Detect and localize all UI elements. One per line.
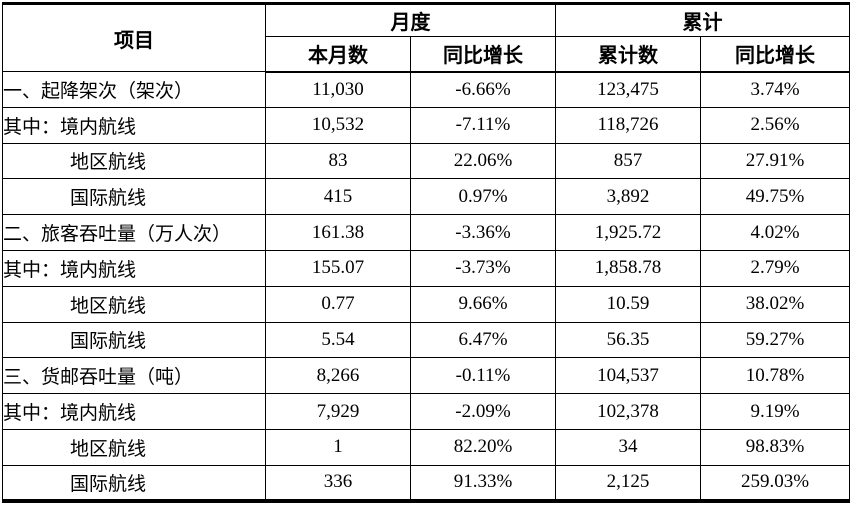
month-value-cell: 10,532 [265, 106, 411, 144]
table-row: 其中：境内航线 155.07 -3.73% 1,858.78 2.79% [2, 249, 850, 287]
month-value-cell: 8,266 [265, 357, 411, 395]
month-value-cell: 1 [265, 428, 411, 466]
cumulative-value-cell: 2,125 [555, 464, 701, 502]
cumulative-yoy-cell: 98.83% [700, 428, 850, 466]
table-row: 其中：境内航线 10,532 -7.11% 118,726 2.56% [2, 106, 850, 144]
table-row: 二、旅客吞吐量（万人次） 161.38 -3.36% 1,925.72 4.02… [2, 214, 850, 251]
monthly-yoy-cell: 0.97% [410, 178, 556, 216]
cumulative-yoy-cell: 27.91% [700, 142, 850, 180]
month-value-cell: 155.07 [265, 249, 411, 287]
row-label: 二、旅客吞吐量（万人次） [2, 214, 266, 251]
table-row: 地区航线 0.77 9.66% 10.59 38.02% [2, 285, 850, 323]
month-value-cell: 5.54 [265, 321, 411, 359]
row-label: 其中：境内航线 [2, 249, 266, 287]
header-cumulative-group: 累计 [555, 3, 850, 37]
cumulative-yoy-cell: 9.19% [700, 393, 850, 430]
month-value-cell: 161.38 [265, 214, 411, 251]
cumulative-value-cell: 56.35 [555, 321, 701, 359]
header-monthly-group: 月度 [265, 3, 556, 37]
row-label: 其中：境内航线 [2, 393, 266, 430]
monthly-yoy-cell: 22.06% [410, 142, 556, 180]
monthly-yoy-cell: -0.11% [410, 357, 556, 395]
cumulative-value-cell: 1,925.72 [555, 214, 701, 251]
cumulative-value-cell: 118,726 [555, 106, 701, 144]
table-row: 国际航线 336 91.33% 2,125 259.03% [2, 464, 850, 502]
monthly-yoy-cell: 82.20% [410, 428, 556, 466]
header-month-value: 本月数 [265, 36, 411, 73]
table-row: 地区航线 83 22.06% 857 27.91% [2, 142, 850, 180]
cumulative-value-cell: 3,892 [555, 178, 701, 216]
cumulative-yoy-cell: 4.02% [700, 214, 850, 251]
cumulative-value-cell: 1,858.78 [555, 249, 701, 287]
month-value-cell: 415 [265, 178, 411, 216]
table-row: 其中：境内航线 7,929 -2.09% 102,378 9.19% [2, 393, 850, 430]
row-label: 国际航线 [2, 464, 266, 502]
month-value-cell: 11,030 [265, 71, 411, 108]
table-row: 国际航线 415 0.97% 3,892 49.75% [2, 178, 850, 216]
monthly-yoy-cell: -7.11% [410, 106, 556, 144]
monthly-yoy-cell: -6.66% [410, 71, 556, 108]
airport-statistics-table: 项目 月度 累计 本月数 同比增长 累计数 同比增长 一、起降架次（架次） 11… [2, 2, 850, 504]
row-label: 一、起降架次（架次） [2, 71, 266, 108]
month-value-cell: 0.77 [265, 285, 411, 323]
table-body: 一、起降架次（架次） 11,030 -6.66% 123,475 3.74% 其… [2, 71, 850, 502]
header-cumulative-value: 累计数 [555, 36, 701, 73]
monthly-yoy-cell: -3.36% [410, 214, 556, 251]
monthly-yoy-cell: 91.33% [410, 464, 556, 502]
row-label: 三、货邮吞吐量（吨） [2, 357, 266, 395]
table-row: 国际航线 5.54 6.47% 56.35 59.27% [2, 321, 850, 359]
row-label: 地区航线 [2, 142, 266, 180]
cumulative-yoy-cell: 38.02% [700, 285, 850, 323]
table-row: 一、起降架次（架次） 11,030 -6.66% 123,475 3.74% [2, 71, 850, 108]
cumulative-value-cell: 34 [555, 428, 701, 466]
cumulative-yoy-cell: 59.27% [700, 321, 850, 359]
cumulative-yoy-cell: 259.03% [700, 464, 850, 502]
cumulative-yoy-cell: 10.78% [700, 357, 850, 395]
header-cumulative-yoy: 同比增长 [700, 36, 850, 73]
cumulative-yoy-cell: 49.75% [700, 178, 850, 216]
cumulative-yoy-cell: 3.74% [700, 71, 850, 108]
header-monthly-yoy: 同比增长 [410, 36, 556, 73]
table-row: 三、货邮吞吐量（吨） 8,266 -0.11% 104,537 10.78% [2, 357, 850, 395]
row-label: 地区航线 [2, 285, 266, 323]
row-label: 地区航线 [2, 428, 266, 466]
cumulative-value-cell: 123,475 [555, 71, 701, 108]
cumulative-value-cell: 857 [555, 142, 701, 180]
table-row: 地区航线 1 82.20% 34 98.83% [2, 428, 850, 466]
month-value-cell: 336 [265, 464, 411, 502]
monthly-yoy-cell: 6.47% [410, 321, 556, 359]
monthly-yoy-cell: 9.66% [410, 285, 556, 323]
month-value-cell: 7,929 [265, 393, 411, 430]
cumulative-value-cell: 10.59 [555, 285, 701, 323]
row-label: 其中：境内航线 [2, 106, 266, 144]
cumulative-value-cell: 102,378 [555, 393, 701, 430]
cumulative-value-cell: 104,537 [555, 357, 701, 395]
cumulative-yoy-cell: 2.56% [700, 106, 850, 144]
monthly-yoy-cell: -2.09% [410, 393, 556, 430]
row-label: 国际航线 [2, 321, 266, 359]
monthly-yoy-cell: -3.73% [410, 249, 556, 287]
cumulative-yoy-cell: 2.79% [700, 249, 850, 287]
row-label: 国际航线 [2, 178, 266, 216]
header-item: 项目 [2, 3, 266, 72]
month-value-cell: 83 [265, 142, 411, 180]
